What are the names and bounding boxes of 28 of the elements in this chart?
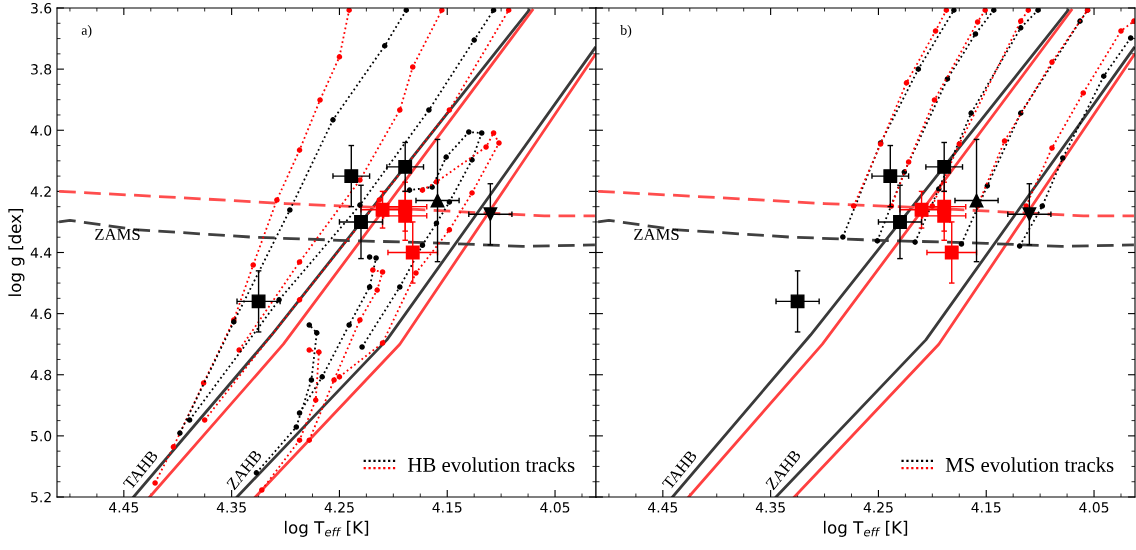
x-axis-title: log T$_{eff}$ [K]: [284, 520, 369, 537]
y-tick-label: 3.8: [31, 64, 52, 75]
text: b): [620, 25, 632, 38]
y-tick-label: 5.0: [31, 430, 52, 442]
y-tick-label: 4.6: [30, 308, 52, 320]
x-axis-title: log T$_{eff}$ [K]: [823, 520, 908, 537]
legend-label: MS evolution tracks: [945, 457, 1114, 472]
series-label: ZAMS: [95, 228, 140, 240]
x-tick-label: 4.45: [109, 502, 139, 513]
y-tick-label: 4.0: [30, 125, 52, 136]
x-tick-label: 4.05: [1079, 502, 1109, 513]
x-tick-label: 4.15: [971, 502, 1001, 513]
y-tick-label: 4.8: [30, 369, 52, 381]
text: a): [81, 25, 92, 38]
x-tick-label: 4.15: [432, 502, 462, 513]
x-tick-label: 4.45: [648, 502, 678, 513]
x-tick-label: 4.05: [540, 502, 570, 513]
x-tick-label: 4.25: [324, 502, 354, 513]
y-tick-label: 3.6: [31, 2, 52, 14]
y-tick-label: 4.4: [30, 247, 52, 258]
y-tick-label: 4.2: [30, 186, 51, 197]
y-tick-label: 5.2: [31, 491, 51, 503]
y-axis-title: log g [dex]: [8, 208, 25, 296]
x-tick-label: 4.35: [216, 502, 246, 513]
series-label: ZAMS: [634, 228, 679, 240]
x-tick-label: 4.35: [755, 502, 785, 513]
x-tick-label: 4.25: [863, 502, 893, 513]
legend-label: HB evolution tracks: [407, 457, 575, 472]
